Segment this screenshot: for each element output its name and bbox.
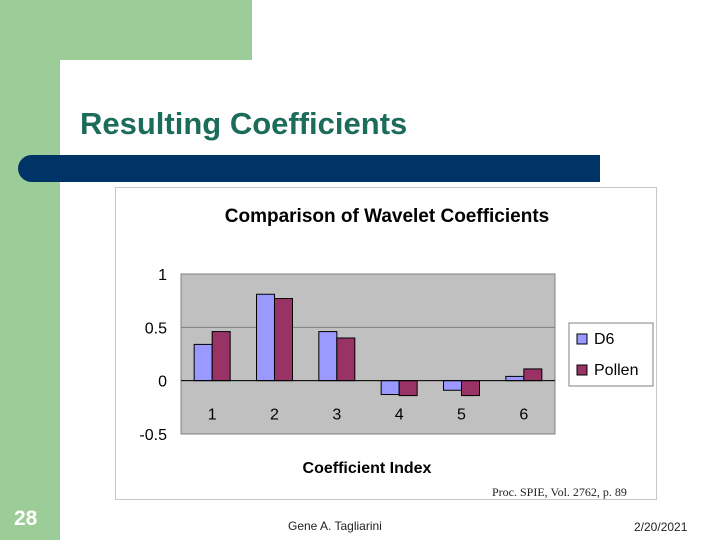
legend-swatch-d6 bbox=[576, 333, 588, 345]
chart-svg: Comparison of Wavelet Coefficients Coeff… bbox=[139, 206, 654, 477]
legend-label-d6: D6 bbox=[594, 331, 615, 348]
slide-date: 2/20/2021 bbox=[634, 520, 688, 534]
y-tick-label: 1 bbox=[158, 267, 167, 284]
y-tick-label: 0 bbox=[158, 374, 167, 391]
green-left-band bbox=[0, 0, 60, 540]
bar-pollen-2 bbox=[274, 298, 293, 382]
plot-area bbox=[180, 273, 556, 435]
bar-d6-2 bbox=[256, 293, 275, 382]
bar-pollen-5 bbox=[461, 380, 480, 397]
y-tick-label: 0.5 bbox=[145, 320, 167, 337]
bar-pollen-6 bbox=[523, 368, 543, 382]
slide-title: Resulting Coefficients bbox=[80, 106, 408, 141]
bar-d6-5 bbox=[443, 380, 462, 391]
bar-d6-4 bbox=[380, 380, 400, 396]
x-tick-label: 4 bbox=[395, 407, 404, 424]
bar-d6-1 bbox=[193, 343, 213, 382]
x-tick-label: 3 bbox=[332, 407, 341, 424]
x-tick-label: 2 bbox=[270, 407, 279, 424]
bar-pollen-1 bbox=[211, 331, 231, 382]
x-tick-label: 5 bbox=[457, 407, 466, 424]
bar-pollen-3 bbox=[336, 337, 356, 382]
x-axis-label: Coefficient Index bbox=[303, 460, 432, 477]
legend-swatch-pollen bbox=[576, 364, 588, 376]
x-tick-label: 1 bbox=[208, 407, 217, 424]
title-underline-bar bbox=[18, 155, 600, 182]
source-caption: Proc. SPIE, Vol. 2762, p. 89 bbox=[492, 485, 627, 499]
bar-d6-6 bbox=[505, 375, 525, 382]
bar-d6-3 bbox=[318, 331, 338, 382]
author-name: Gene A. Tagliarini bbox=[288, 519, 382, 533]
chart-title: Comparison of Wavelet Coefficients bbox=[225, 206, 549, 227]
x-tick-label: 6 bbox=[519, 407, 528, 424]
legend-label-pollen: Pollen bbox=[594, 362, 638, 379]
slide-number: 28 bbox=[14, 507, 38, 530]
y-tick-label: -0.5 bbox=[139, 427, 167, 444]
bar-pollen-4 bbox=[398, 380, 418, 397]
chart-container: Comparison of Wavelet Coefficients Coeff… bbox=[115, 187, 657, 500]
